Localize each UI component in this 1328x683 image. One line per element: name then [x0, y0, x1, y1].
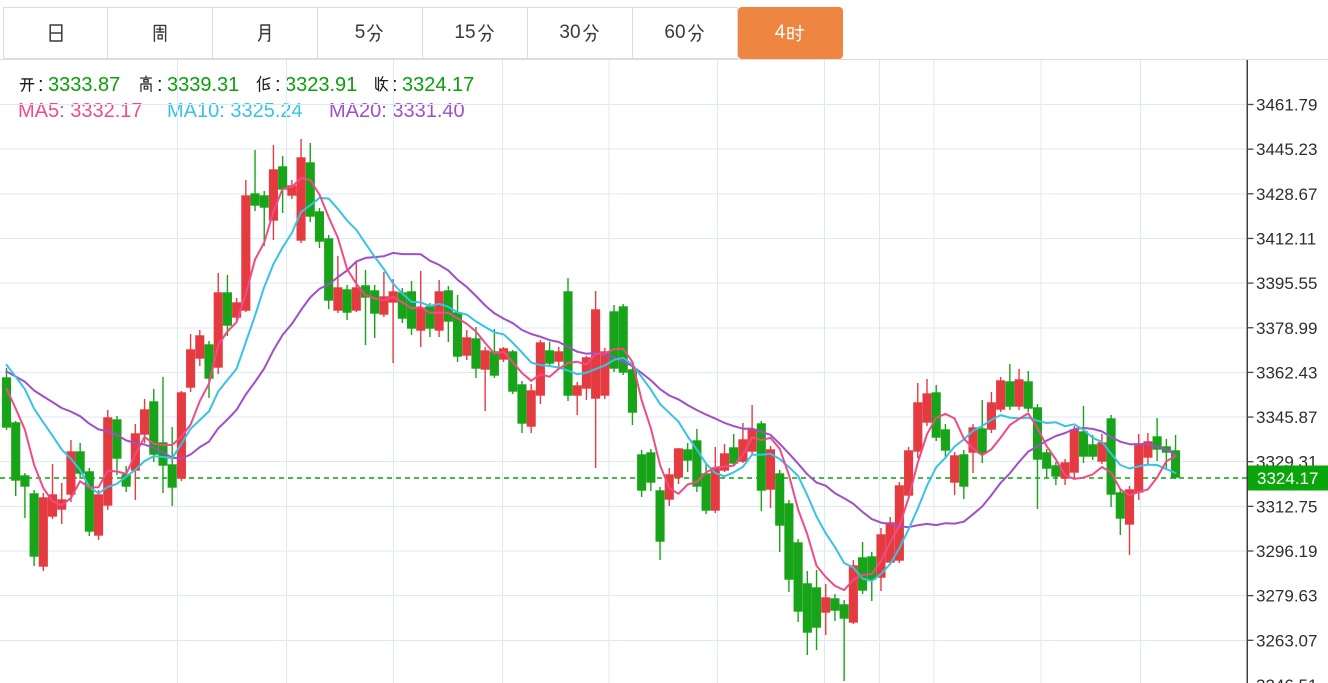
- svg-text:3428.67: 3428.67: [1256, 185, 1317, 204]
- svg-text:3263.07: 3263.07: [1256, 631, 1317, 650]
- svg-text:3412.11: 3412.11: [1256, 229, 1316, 248]
- svg-text:3445.23: 3445.23: [1256, 140, 1317, 159]
- svg-text:3246.51: 3246.51: [1256, 676, 1317, 683]
- svg-text:3378.99: 3378.99: [1256, 319, 1317, 338]
- svg-text:3324.17: 3324.17: [1257, 469, 1318, 488]
- svg-text:3279.63: 3279.63: [1256, 587, 1317, 606]
- svg-text:3395.55: 3395.55: [1256, 274, 1317, 293]
- svg-text:3362.43: 3362.43: [1256, 363, 1317, 382]
- svg-text:3312.75: 3312.75: [1256, 497, 1317, 516]
- svg-text:3345.87: 3345.87: [1256, 408, 1317, 427]
- svg-text:3296.19: 3296.19: [1256, 542, 1317, 561]
- svg-text:3461.79: 3461.79: [1256, 96, 1317, 115]
